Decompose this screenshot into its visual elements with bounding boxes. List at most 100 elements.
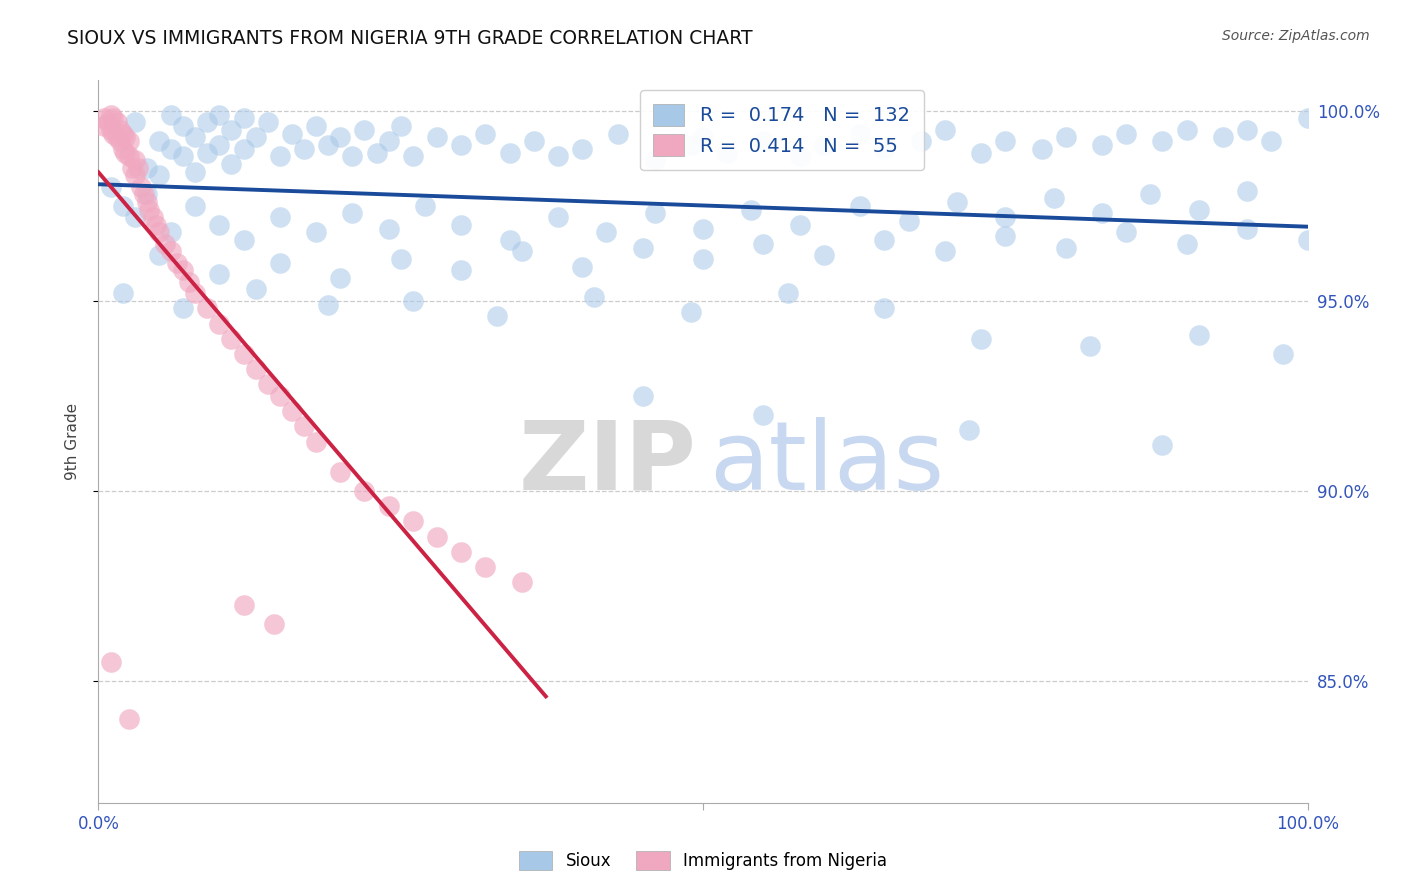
Point [413, 199, 436, 213]
Point [377, 221, 399, 235]
Point [1054, 241, 1077, 255]
Point [389, 252, 412, 266]
Text: Source: ZipAtlas.com: Source: ZipAtlas.com [1222, 29, 1369, 43]
Point [377, 134, 399, 148]
Point [153, 236, 176, 251]
Point [114, 145, 136, 160]
Point [256, 377, 278, 392]
Point [1042, 191, 1064, 205]
Point [934, 244, 956, 259]
Point [118, 134, 141, 148]
Point [450, 263, 472, 277]
Point [263, 617, 285, 632]
Point [160, 107, 183, 121]
Point [269, 149, 291, 163]
Point [353, 122, 375, 136]
Point [450, 545, 472, 559]
Point [145, 218, 167, 232]
Point [1091, 206, 1114, 220]
Point [208, 218, 231, 232]
Point [474, 560, 496, 574]
Point [1236, 184, 1258, 198]
Point [1212, 130, 1234, 145]
Point [111, 127, 134, 141]
Point [970, 145, 993, 160]
Text: ZIP: ZIP [519, 417, 697, 509]
Point [631, 241, 654, 255]
Point [994, 134, 1017, 148]
Point [789, 149, 811, 163]
Point [100, 179, 122, 194]
Point [221, 332, 243, 346]
Point [135, 161, 157, 175]
Point [740, 202, 762, 217]
Point [934, 122, 956, 136]
Point [1152, 134, 1174, 148]
Point [1175, 236, 1198, 251]
Point [329, 271, 352, 285]
Point [93, 119, 115, 133]
Point [221, 157, 243, 171]
Point [127, 161, 149, 175]
Point [1031, 142, 1053, 156]
Point [195, 115, 218, 129]
Point [353, 483, 375, 498]
Point [292, 142, 315, 156]
Point [138, 202, 160, 217]
Point [547, 149, 569, 163]
Point [498, 145, 520, 160]
Point [166, 256, 188, 270]
Point [910, 134, 932, 148]
Point [1078, 339, 1101, 353]
Point [692, 252, 714, 266]
Point [160, 226, 183, 240]
Point [148, 134, 170, 148]
Point [105, 115, 128, 129]
Point [1152, 438, 1174, 452]
Point [135, 194, 157, 209]
Point [1091, 137, 1114, 152]
Point [571, 142, 593, 156]
Point [377, 499, 399, 513]
Point [752, 134, 775, 148]
Point [426, 530, 449, 544]
Point [644, 153, 666, 168]
Point [1296, 233, 1319, 247]
Point [583, 290, 606, 304]
Point [108, 134, 131, 148]
Point [121, 161, 143, 175]
Point [195, 301, 218, 316]
Point [195, 145, 218, 160]
Point [111, 286, 134, 301]
Point [1175, 122, 1198, 136]
Point [100, 122, 122, 136]
Point [1188, 202, 1211, 217]
Point [571, 260, 593, 274]
Point [100, 655, 122, 669]
Point [292, 419, 315, 434]
Point [510, 244, 533, 259]
Point [752, 236, 775, 251]
Point [232, 233, 254, 247]
Point [269, 210, 291, 224]
Point [789, 218, 811, 232]
Point [1188, 328, 1211, 343]
Point [679, 137, 702, 152]
Point [631, 389, 654, 403]
Point [776, 286, 799, 301]
Point [474, 127, 496, 141]
Point [1272, 347, 1295, 361]
Point [281, 404, 304, 418]
Point [172, 301, 194, 316]
Point [1236, 221, 1258, 235]
Point [208, 107, 231, 121]
Text: SIOUX VS IMMIGRANTS FROM NIGERIA 9TH GRADE CORRELATION CHART: SIOUX VS IMMIGRANTS FROM NIGERIA 9TH GRA… [67, 29, 754, 47]
Point [366, 145, 388, 160]
Point [148, 248, 170, 262]
Point [679, 305, 702, 319]
Point [329, 465, 352, 479]
Point [269, 256, 291, 270]
Point [269, 389, 291, 403]
Point [450, 137, 472, 152]
Point [813, 137, 835, 152]
